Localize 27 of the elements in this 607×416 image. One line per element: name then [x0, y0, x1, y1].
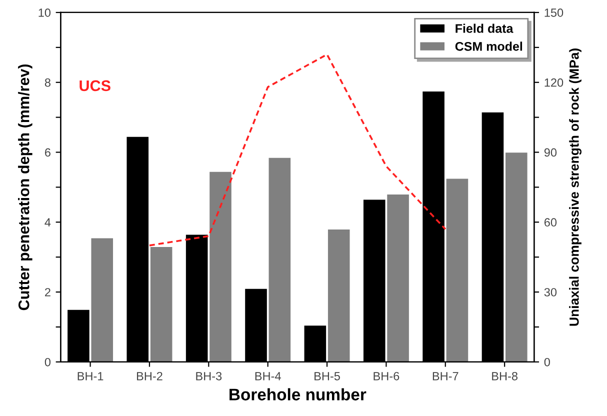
y2-tick-label: 60: [544, 218, 557, 227]
x-tick-label: BH-2: [136, 372, 162, 380]
line-series: [148, 54, 446, 246]
y2-tick-label: 30: [544, 288, 557, 296]
legend-label: CSM model: [455, 42, 522, 51]
text: UCS: [80, 80, 110, 92]
y-tick-label: 8: [44, 78, 50, 87]
legend-label: Field data: [456, 24, 514, 33]
x-tick-label: BH-7: [432, 372, 458, 380]
y-axis-title: Cutter penetration depth (mm/rev): [18, 64, 32, 310]
x-tick-label: BH-1: [78, 372, 104, 380]
y2-tick-label: 0: [544, 358, 550, 366]
y-tick-label: 6: [45, 148, 50, 157]
x-tick-label: BH-3: [196, 372, 222, 380]
y2-tick-label: 90: [544, 148, 557, 157]
y-tick-label: 10: [38, 8, 51, 17]
x-tick-label: BH-5: [314, 372, 340, 380]
y2-axis-title: Uniaxial compressive strength of rock (MPa): [569, 48, 582, 326]
x-axis-title: Borehole number: [230, 388, 366, 400]
y2-tick-label: 150: [544, 8, 564, 17]
y-tick-label: 2: [45, 288, 50, 296]
x-tick-label: BH-4: [255, 372, 281, 380]
y-tick-label: 4: [44, 218, 51, 226]
y2-tick-label: 120: [544, 78, 564, 87]
x-tick-label: BH-6: [374, 372, 400, 380]
y-tick-label: 0: [44, 358, 51, 366]
x-tick-label: BH-8: [492, 372, 518, 380]
